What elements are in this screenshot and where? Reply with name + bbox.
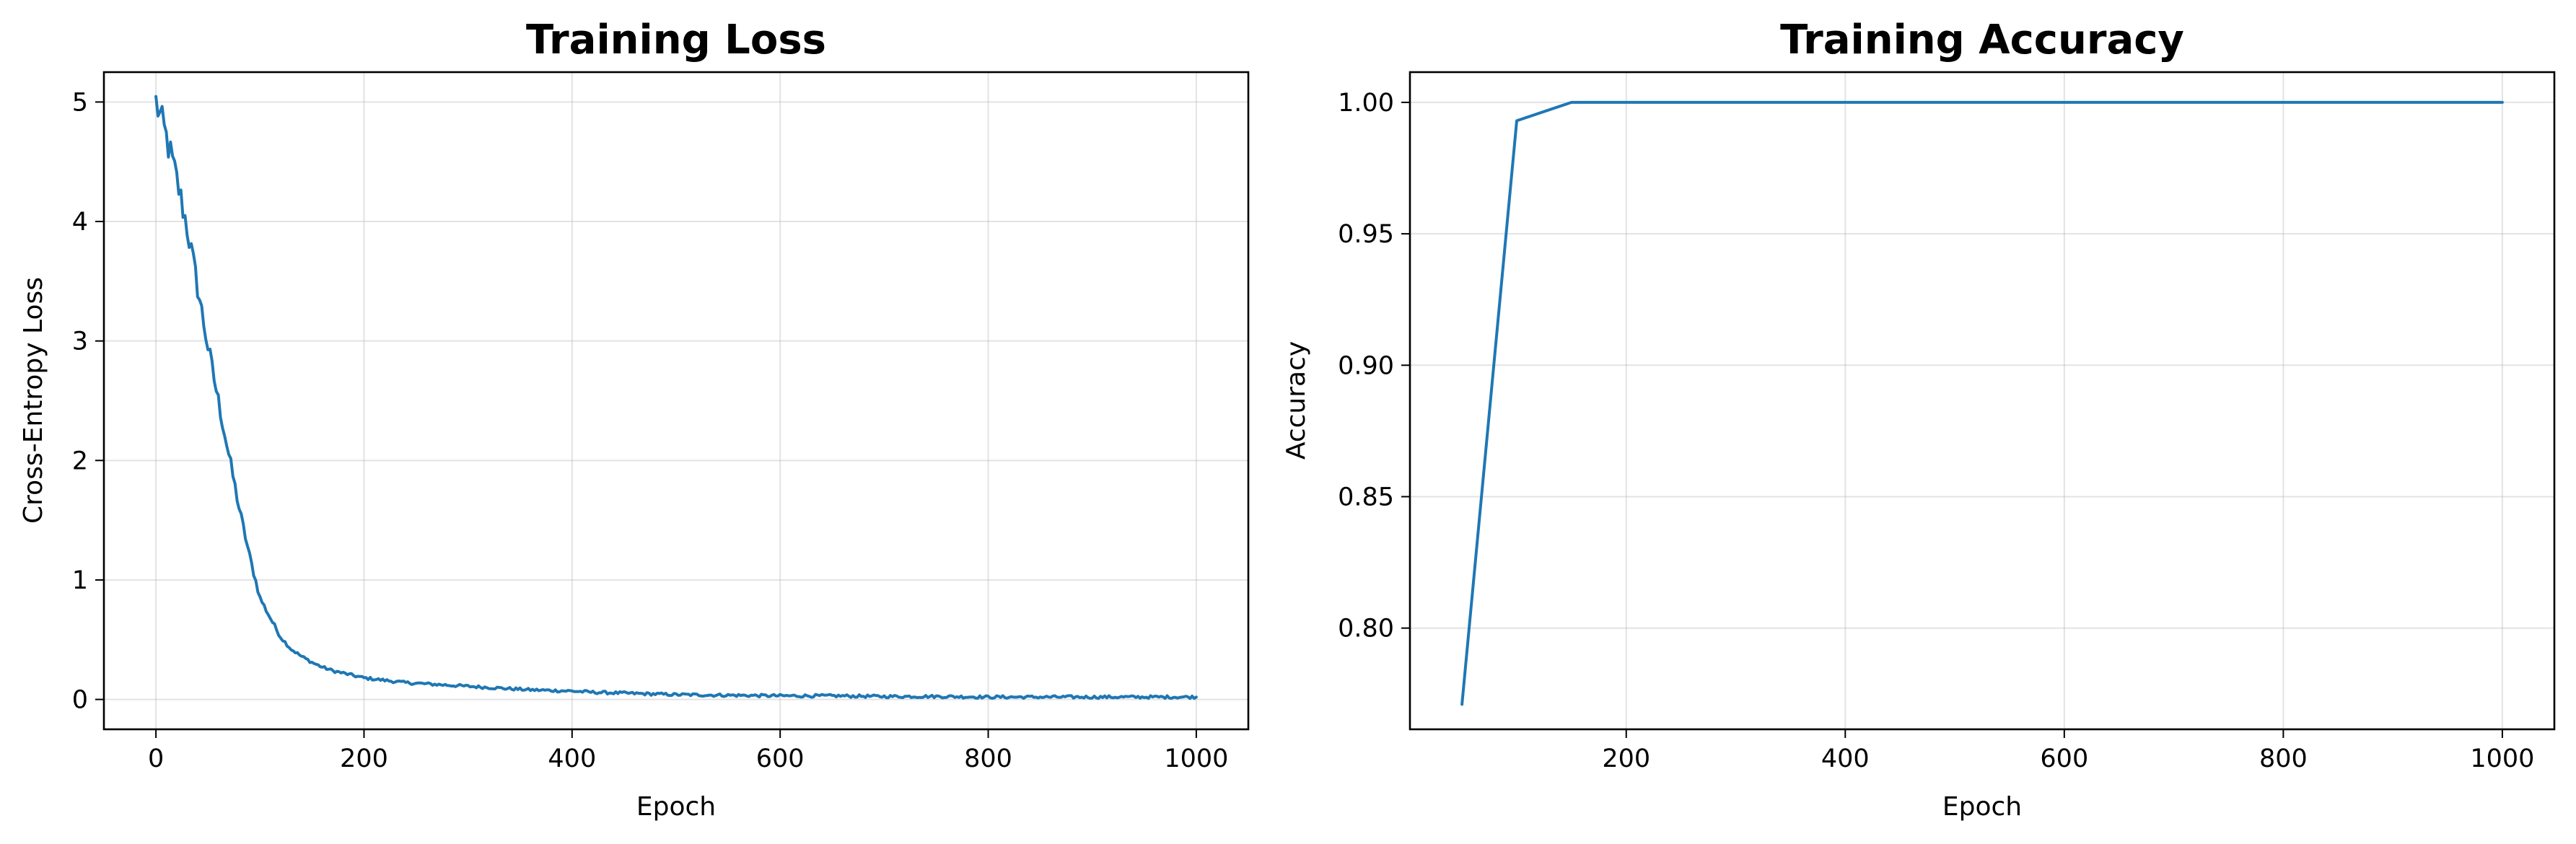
accuracy-chart-plot-area [1409, 71, 2556, 731]
loss-chart-x-tick-label: 600 [756, 744, 805, 773]
loss-chart-plot-area [102, 71, 1250, 731]
accuracy-chart-title: Training Accuracy [1780, 17, 2184, 63]
loss-chart-y-tick-label: 1 [72, 566, 88, 595]
loss-chart-x-tick-label: 400 [548, 744, 596, 773]
accuracy-chart-y-tick-label: 0.85 [1338, 483, 1394, 512]
accuracy-chart-series [1460, 100, 2504, 706]
accuracy-chart-x-tick-label: 600 [2040, 744, 2088, 773]
loss-chart-y-axis: 0 1 2 3 4 5 [72, 88, 104, 715]
loss-chart-y-tick-label: 3 [72, 328, 88, 356]
accuracy-chart-x-tick-label: 200 [1602, 744, 1650, 773]
loss-chart-y-tick-label: 5 [72, 88, 88, 117]
loss-chart-x-axis: 0 200 400 600 800 1000 [148, 729, 1228, 773]
accuracy-chart-panel: Training Accuracy 200 400 600 800 1000 0.800… [1282, 17, 2556, 822]
loss-chart-x-tick-label: 200 [340, 744, 388, 773]
accuracy-chart-y-tick-label: 0.90 [1338, 351, 1394, 380]
accuracy-chart-x-tick-label: 1000 [2470, 744, 2534, 773]
loss-chart-title: Training Loss [526, 17, 826, 63]
accuracy-chart-x-tick-label: 800 [2259, 744, 2308, 773]
loss-chart-grid [104, 72, 1248, 729]
accuracy-chart-x-tick-label: 400 [1821, 744, 1870, 773]
loss-chart-x-axis-label: Epoch [636, 792, 716, 822]
loss-chart-panel: Training Loss 0 200 400 600 800 1000 0 1 2 3 4 5 E… [19, 17, 1250, 822]
loss-chart-x-tick-label: 0 [148, 744, 164, 773]
loss-chart-y-tick-label: 2 [72, 447, 88, 475]
accuracy-chart-series-line [1460, 100, 2504, 706]
loss-chart-y-tick-label: 4 [72, 208, 88, 237]
accuracy-chart-y-tick-label: 0.80 [1338, 615, 1394, 643]
accuracy-chart-y-axis: 0.80 0.85 0.90 0.95 1.00 [1338, 89, 1410, 643]
accuracy-chart-y-tick-label: 0.95 [1338, 220, 1394, 249]
accuracy-chart-y-axis-label: Accuracy [1282, 341, 1311, 460]
loss-chart-series-line [154, 94, 1198, 700]
loss-chart-y-axis-label: Cross-Entropy Loss [19, 277, 48, 524]
loss-chart-x-tick-label: 800 [964, 744, 1012, 773]
loss-chart-y-tick-label: 0 [72, 686, 88, 715]
accuracy-chart-y-tick-label: 1.00 [1338, 89, 1394, 118]
accuracy-chart-x-axis-label: Epoch [1942, 792, 2022, 822]
accuracy-chart-x-axis: 200 400 600 800 1000 [1602, 729, 2534, 773]
loss-chart-series [154, 94, 1198, 700]
loss-chart-x-tick-label: 1000 [1164, 744, 1228, 773]
accuracy-chart-grid [1410, 72, 2554, 729]
